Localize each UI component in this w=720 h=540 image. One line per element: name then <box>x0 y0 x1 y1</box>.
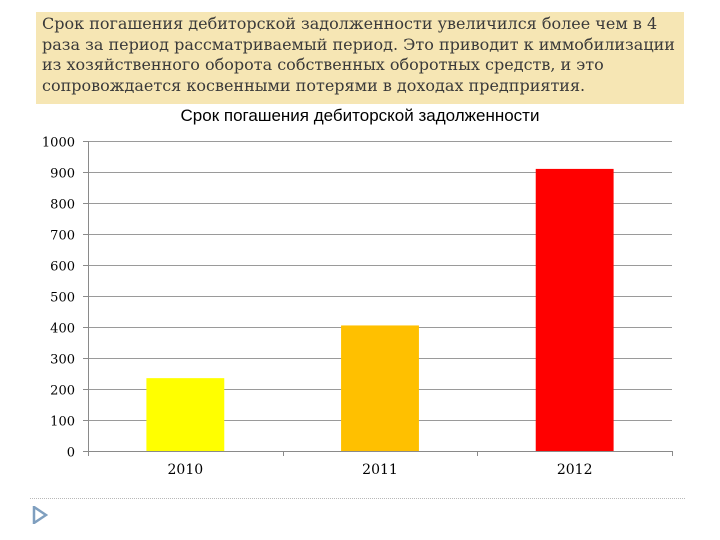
footer-divider <box>30 498 685 499</box>
y-tick-label: 600 <box>50 260 75 275</box>
y-tick-label: 1000 <box>42 136 75 151</box>
y-tick-label: 200 <box>50 384 75 399</box>
y-tick-label: 100 <box>50 415 75 430</box>
triangle-next-icon[interactable] <box>32 506 48 524</box>
summary-textbox: Срок погашения дебиторской задолженности… <box>36 12 684 104</box>
chart-title: Срок погашения дебиторской задолженности <box>180 106 540 125</box>
y-tick-label: 700 <box>50 229 75 244</box>
bar-2012 <box>535 168 614 451</box>
summary-text: Срок погашения дебиторской задолженности… <box>42 14 675 95</box>
x-tick-label: 2012 <box>557 462 593 478</box>
y-tick-label: 400 <box>50 322 75 337</box>
y-tick-label: 300 <box>50 353 75 368</box>
y-tick-label: 0 <box>67 446 75 461</box>
bar-2011 <box>341 325 419 451</box>
y-tick-label: 500 <box>50 291 75 306</box>
y-tick-label: 900 <box>50 167 75 182</box>
y-tick-label: 800 <box>50 198 75 213</box>
x-tick-label: 2010 <box>168 462 204 478</box>
x-tick-label: 2011 <box>362 462 398 478</box>
bar-2010 <box>146 378 225 451</box>
